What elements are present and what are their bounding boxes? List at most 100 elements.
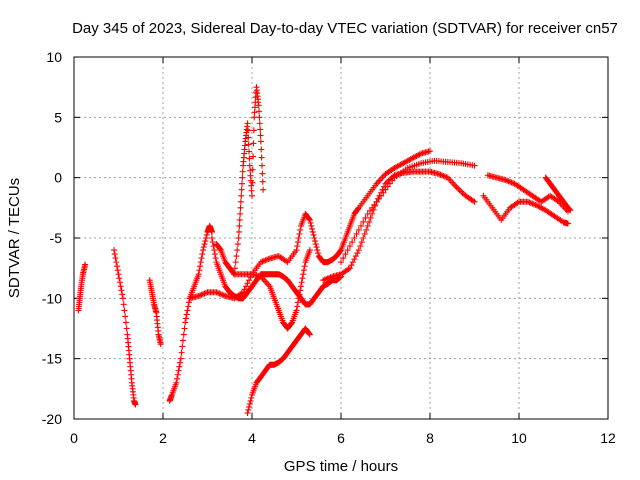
data-point: [211, 251, 218, 258]
data-point: [176, 363, 183, 370]
data-point: [309, 228, 316, 235]
data-point: [200, 244, 207, 251]
data-point: [250, 153, 257, 160]
data-point: [344, 247, 351, 254]
data-point: [82, 261, 89, 268]
data-point: [201, 241, 208, 248]
data-point: [293, 307, 300, 314]
data-point: [301, 263, 308, 270]
data-point: [114, 263, 121, 270]
data-point: [249, 166, 256, 173]
data-point: [119, 295, 126, 302]
data-point: [295, 235, 302, 241]
data-point: [196, 267, 203, 274]
data-point: [258, 146, 265, 153]
data-point: [459, 189, 466, 196]
data-point: [245, 406, 252, 413]
data-point: [250, 140, 257, 147]
data-point: [256, 114, 263, 121]
data-point: [208, 235, 215, 241]
data-point: [380, 189, 387, 196]
data-point: [353, 230, 360, 237]
data-point: [203, 235, 210, 241]
data-point: [309, 225, 316, 232]
data-point: [366, 207, 373, 214]
y-tick-label: -15: [42, 351, 62, 367]
data-point: [355, 205, 362, 212]
data-point: [120, 301, 127, 308]
data-point: [157, 341, 164, 348]
data-point: [357, 243, 364, 250]
data-point: [311, 235, 318, 241]
data-point: [237, 198, 244, 205]
data-point: [115, 271, 122, 278]
data-point: [235, 235, 242, 241]
data-point: [564, 220, 571, 227]
data-point: [352, 253, 359, 260]
data-point: [182, 315, 189, 322]
data-point: [364, 222, 371, 229]
data-point: [244, 127, 251, 134]
data-point: [300, 267, 307, 274]
data-point: [239, 174, 246, 181]
data-point: [179, 343, 186, 350]
series-s7: [213, 241, 313, 332]
data-point: [363, 226, 370, 233]
data-point: [232, 259, 239, 266]
data-point: [384, 183, 391, 190]
data-point: [293, 247, 300, 254]
data-point: [236, 228, 243, 235]
series-s10: [320, 168, 478, 284]
data-point: [315, 250, 322, 257]
data-point: [306, 330, 313, 337]
chart-title: Day 345 of 2023, Sidereal Day-to-day VTE…: [72, 20, 618, 37]
data-point: [338, 259, 344, 266]
data-point: [427, 148, 433, 155]
series-s11: [338, 157, 478, 266]
data-point: [367, 214, 374, 221]
series-s12: [480, 192, 571, 227]
data-point: [243, 283, 250, 290]
data-point: [296, 230, 303, 237]
x-tick-label: 4: [248, 430, 256, 446]
data-point: [111, 247, 118, 254]
data-point: [383, 179, 390, 186]
data-point: [231, 265, 238, 272]
data-point: [369, 204, 376, 211]
data-point: [306, 247, 313, 254]
data-point: [340, 255, 347, 262]
data-point: [378, 192, 385, 199]
data-point: [358, 239, 365, 246]
data-point: [174, 375, 181, 382]
data-point: [238, 192, 245, 199]
data-point: [246, 277, 253, 284]
axes: 0 2 4 6 8 10 12 -20 -15 -10 -5 0 5 10: [42, 49, 616, 446]
data-point: [360, 218, 367, 225]
data-point: [354, 250, 361, 257]
data-point: [236, 222, 243, 229]
data-point: [116, 279, 123, 286]
data-point: [233, 253, 240, 260]
data-point: [212, 255, 219, 262]
y-tick-label: -5: [50, 230, 63, 246]
data-point: [185, 303, 192, 310]
data-point: [249, 179, 256, 186]
series-s9: [231, 84, 267, 278]
data-point: [297, 287, 304, 294]
data-point: [386, 180, 393, 187]
data-point: [184, 307, 191, 314]
data-point: [177, 355, 184, 362]
data-point: [173, 379, 180, 386]
data-point: [294, 243, 301, 250]
data-point: [202, 238, 209, 245]
data-point: [255, 102, 262, 109]
data-point: [306, 331, 313, 338]
data-point: [348, 262, 355, 269]
data-point: [111, 251, 118, 258]
series-s2: [111, 247, 139, 408]
data-point: [118, 287, 125, 294]
data-point: [306, 215, 313, 222]
data-point: [180, 337, 187, 344]
data-point: [455, 185, 462, 192]
data-point: [256, 108, 263, 115]
